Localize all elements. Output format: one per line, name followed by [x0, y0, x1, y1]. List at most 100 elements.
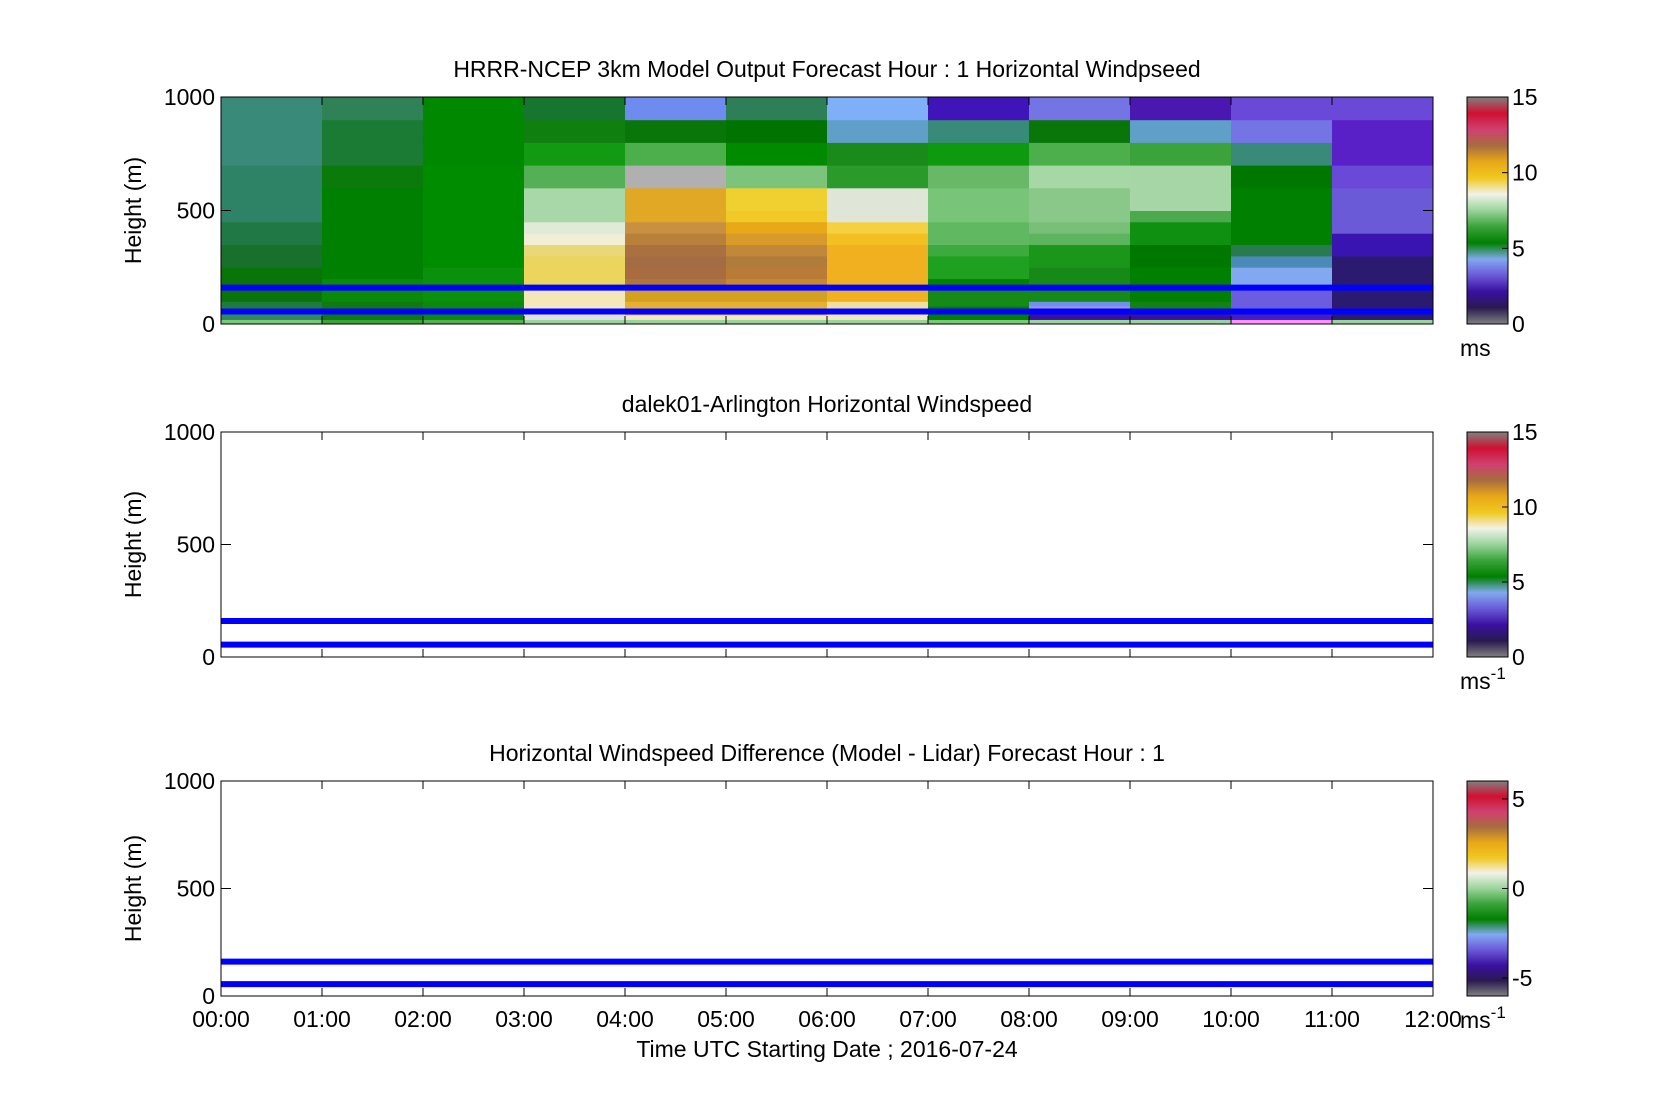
heatmap-cell — [1231, 255, 1333, 268]
heatmap-cell — [1029, 289, 1131, 302]
heatmap-cell — [1029, 187, 1131, 211]
colorbar-tick-label: 0 — [1512, 644, 1525, 670]
x-tick-label: 00:00 — [192, 1006, 250, 1032]
heatmap-cell — [524, 221, 626, 234]
heatmap-cell — [221, 221, 323, 234]
heatmap-cell — [625, 233, 727, 246]
heatmap-cell — [524, 267, 626, 280]
heatmap-cell — [928, 187, 1030, 211]
heatmap-cell — [726, 165, 828, 189]
heatmap-cell — [322, 187, 424, 211]
heatmap-cell — [1332, 119, 1434, 143]
heatmap-cell — [625, 187, 727, 211]
heatmap-cell — [928, 142, 1030, 166]
heatmap-cell — [827, 267, 929, 280]
heatmap-cell — [726, 301, 828, 307]
x-tick-label: 02:00 — [394, 1006, 452, 1032]
heatmap-cell — [1332, 319, 1434, 325]
heatmap-cell — [827, 233, 929, 246]
heatmap-cell — [726, 187, 828, 211]
chart-title: Horizontal Windspeed Difference (Model -… — [489, 740, 1165, 766]
heatmap-cell — [524, 142, 626, 166]
x-tick-label: 08:00 — [1000, 1006, 1058, 1032]
heatmap-cell — [524, 97, 626, 121]
heatmap-cell — [322, 278, 424, 291]
heatmap-cell — [625, 244, 727, 257]
heatmap-cell — [928, 305, 1030, 311]
heatmap-cell — [1231, 314, 1333, 320]
heatmap-cell — [322, 267, 424, 280]
heatmap-cell — [726, 305, 828, 311]
heatmap-cell — [625, 210, 727, 223]
heatmap-cell — [827, 314, 929, 320]
heatmap-cell — [1231, 221, 1333, 234]
heatmap-cell — [1332, 233, 1434, 246]
heatmap-cell — [1029, 305, 1131, 311]
heatmap-cell — [1231, 233, 1333, 246]
heatmap-cell — [423, 314, 525, 320]
heatmap-cell — [1029, 165, 1131, 189]
heatmap-cell — [625, 314, 727, 320]
heatmap-cell — [1231, 301, 1333, 307]
heatmap-cell — [1332, 314, 1434, 320]
heatmap-cell — [928, 210, 1030, 223]
heatmap-cell — [827, 301, 929, 307]
y-tick-label: 1000 — [164, 419, 215, 445]
heatmap-cell — [322, 305, 424, 311]
heatmap-cell — [221, 142, 323, 166]
heatmap-cell — [524, 165, 626, 189]
heatmap-cell — [726, 221, 828, 234]
heatmap-cell — [1130, 244, 1232, 257]
heatmap-cell — [1029, 221, 1131, 234]
x-tick-label: 11:00 — [1304, 1006, 1360, 1032]
heatmap-cell — [423, 319, 525, 325]
heatmap-cell — [221, 301, 323, 307]
heatmap-cell — [423, 278, 525, 291]
heatmap-cell — [221, 319, 323, 325]
heatmap-cell — [524, 301, 626, 307]
heatmap-cell — [524, 305, 626, 311]
heatmap-cell — [1029, 142, 1131, 166]
heatmap-cell — [1029, 119, 1131, 143]
heatmap-cell — [322, 314, 424, 320]
heatmap-cell — [1130, 142, 1232, 166]
heatmap-cell — [1130, 210, 1232, 223]
heatmap-cell — [1029, 301, 1131, 307]
chart-title: HRRR-NCEP 3km Model Output Forecast Hour… — [453, 56, 1200, 82]
heatmap-cell — [1130, 278, 1232, 291]
heatmap-cell — [221, 314, 323, 320]
heatmap-cell — [322, 301, 424, 307]
heatmap-cell — [928, 244, 1030, 257]
heatmap-cell — [1029, 314, 1131, 320]
heatmap-cell — [827, 244, 929, 257]
colorbar-tick-label: 15 — [1512, 419, 1538, 445]
heatmap-cell — [726, 244, 828, 257]
heatmap-cell — [221, 305, 323, 311]
heatmap-cell — [524, 255, 626, 268]
heatmap-cell — [726, 210, 828, 223]
y-tick-label: 500 — [177, 198, 215, 224]
heatmap-cell — [625, 267, 727, 280]
heatmap-cell — [1231, 244, 1333, 257]
y-tick-label: 500 — [177, 532, 215, 558]
heatmap-cell — [423, 165, 525, 189]
heatmap-cell — [1332, 278, 1434, 291]
heatmap-cell — [726, 255, 828, 268]
heatmap-cell — [423, 142, 525, 166]
heatmap-cell — [1332, 210, 1434, 223]
heatmap-cell — [928, 319, 1030, 325]
heatmap-cell — [625, 97, 727, 121]
heatmap-cell — [423, 221, 525, 234]
heatmap-cell — [524, 119, 626, 143]
heatmap-cell — [1029, 319, 1131, 325]
heatmap-cell — [625, 221, 727, 234]
heatmap-cell — [1130, 314, 1232, 320]
heatmap-cell — [221, 119, 323, 143]
heatmap-cell — [322, 289, 424, 302]
x-tick-label: 03:00 — [495, 1006, 553, 1032]
heatmap-cell — [524, 319, 626, 325]
heatmap-cell — [524, 314, 626, 320]
heatmap-cell — [1130, 233, 1232, 246]
heatmap-cell — [1130, 187, 1232, 211]
heatmap-cell — [625, 119, 727, 143]
